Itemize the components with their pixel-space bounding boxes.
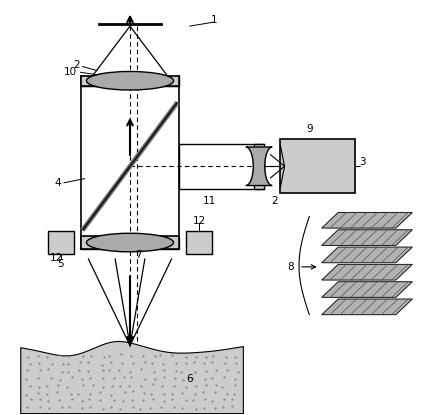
Text: 4: 4 <box>54 178 61 188</box>
Text: 11: 11 <box>202 196 216 206</box>
Bar <box>81 76 179 86</box>
Bar <box>254 144 264 189</box>
Bar <box>281 139 355 193</box>
Polygon shape <box>246 147 272 186</box>
Ellipse shape <box>87 71 173 90</box>
Text: 1: 1 <box>211 15 218 25</box>
Bar <box>81 76 179 86</box>
Polygon shape <box>322 264 412 280</box>
Polygon shape <box>322 230 412 245</box>
Bar <box>81 238 179 249</box>
Polygon shape <box>21 342 243 414</box>
Ellipse shape <box>87 233 173 252</box>
Bar <box>81 237 179 249</box>
Text: 8: 8 <box>287 262 294 272</box>
Polygon shape <box>322 282 412 298</box>
Text: 9: 9 <box>306 124 313 134</box>
Bar <box>48 231 74 254</box>
Text: 2: 2 <box>271 196 278 206</box>
Text: 2: 2 <box>73 60 80 70</box>
Bar <box>186 231 212 254</box>
Text: 7: 7 <box>135 250 142 260</box>
Text: 6: 6 <box>187 374 193 383</box>
Polygon shape <box>322 212 412 228</box>
Text: 3: 3 <box>360 157 366 167</box>
Text: 10: 10 <box>63 67 77 77</box>
Text: 5: 5 <box>57 259 64 269</box>
Polygon shape <box>322 247 412 263</box>
Polygon shape <box>322 299 412 315</box>
Text: 12: 12 <box>50 253 63 263</box>
Text: 12: 12 <box>193 216 205 226</box>
